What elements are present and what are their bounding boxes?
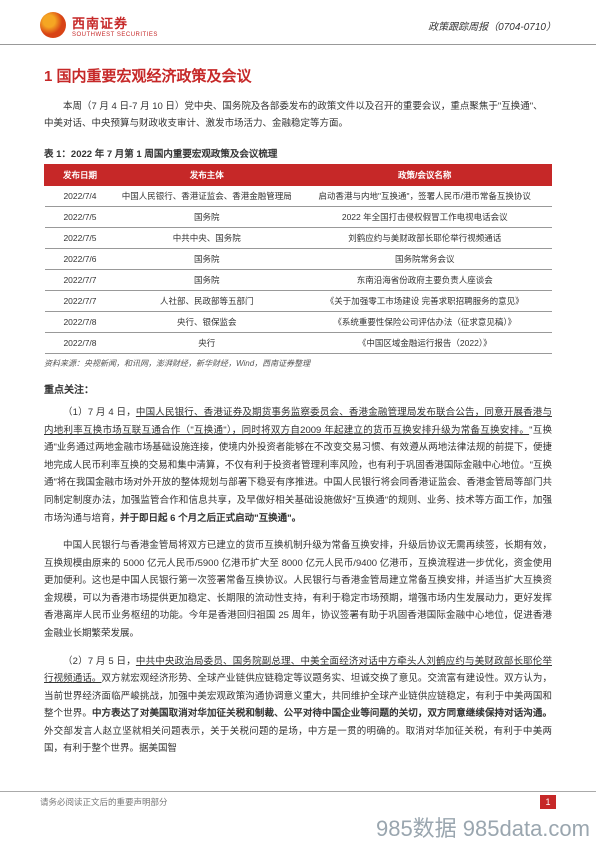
table-cell: 东南沿海省份政府主要负责人座谈会 <box>298 270 552 291</box>
table-cell: 2022/7/6 <box>45 249 116 270</box>
footer-note: 请务必阅读正文后的重要声明部分 <box>40 796 168 808</box>
logo-text: 西南证券 SOUTHWEST SECURITIES <box>72 13 158 38</box>
table-cell: 人社部、民政部等五部门 <box>115 291 298 312</box>
p1-lead: （1）7 月 4 日， <box>63 407 136 418</box>
policy-table: 发布日期 发布主体 政策/会议名称 2022/7/4中国人民银行、香港证监会、香… <box>44 164 552 354</box>
table-cell: 2022/7/7 <box>45 270 116 291</box>
logo-main: 西南证券 <box>72 13 158 32</box>
th-issuer: 发布主体 <box>115 165 298 186</box>
table-caption: 表 1：2022 年 7 月第 1 周国内重要宏观政策及会议梳理 <box>44 146 552 160</box>
logo-sub: SOUTHWEST SECURITIES <box>72 32 158 38</box>
page-header: 西南证券 SOUTHWEST SECURITIES 政策跟踪周报（0704-07… <box>0 0 596 45</box>
table-cell: 刘鹤应约与美财政部长耶伦举行视频通话 <box>298 228 552 249</box>
table-row: 2022/7/6国务院国务院常务会议 <box>45 249 552 270</box>
table-cell: 2022 年全国打击侵权假冒工作电视电话会议 <box>298 207 552 228</box>
p3-lead: （2）7 月 5 日， <box>63 656 136 667</box>
table-cell: 国务院 <box>115 207 298 228</box>
table-row: 2022/7/8央行、银保监会《系统重要性保险公司评估办法（征求意见稿）》 <box>45 312 552 333</box>
table-cell: 《系统重要性保险公司评估办法（征求意见稿）》 <box>298 312 552 333</box>
footer: 请务必阅读正文后的重要声明部分 1 985数据 985data.com <box>0 791 596 843</box>
p1-bold: 并于即日起 6 个月之后正式启动"互换通"。 <box>120 513 301 524</box>
footer-bar: 请务必阅读正文后的重要声明部分 1 <box>0 791 596 811</box>
table-cell: 中国人民银行、香港证监会、香港金融管理局 <box>115 186 298 207</box>
page-number: 1 <box>540 795 556 809</box>
table-cell: 央行、银保监会 <box>115 312 298 333</box>
th-date: 发布日期 <box>45 165 116 186</box>
table-cell: 国务院常务会议 <box>298 249 552 270</box>
th-name: 政策/会议名称 <box>298 165 552 186</box>
paragraph-1: （1）7 月 4 日，中国人民银行、香港证券及期货事务监察委员会、香港金融管理局… <box>44 404 552 527</box>
table-cell: 2022/7/8 <box>45 312 116 333</box>
table-cell: 央行 <box>115 333 298 354</box>
p3-bold: 中方表达了对美国取消对华加征关税和制裁、公平对待中国企业等问题的关切，双方同意继… <box>92 708 552 719</box>
table-cell: 2022/7/8 <box>45 333 116 354</box>
p3-tail: 外交部发言人赵立坚就相关问题表示，关于关税问题的是场，中方是一贯的明确的。取消对… <box>44 726 552 755</box>
table-source: 资料来源：央视新闻，和讯网，澎湃财经，新华财经，Wind，西南证券整理 <box>44 358 552 369</box>
table-row: 2022/7/8央行《中国区域金融运行报告（2022）》 <box>45 333 552 354</box>
table-row: 2022/7/5中共中央、国务院刘鹤应约与美财政部长耶伦举行视频通话 <box>45 228 552 249</box>
focus-title: 重点关注： <box>44 381 552 396</box>
header-right: 政策跟踪周报（0704-0710） <box>428 18 556 33</box>
table-cell: 《中国区域金融运行报告（2022）》 <box>298 333 552 354</box>
logo-icon <box>40 12 66 38</box>
table-cell: 2022/7/7 <box>45 291 116 312</box>
table-row: 2022/7/7国务院东南沿海省份政府主要负责人座谈会 <box>45 270 552 291</box>
table-cell: 国务院 <box>115 270 298 291</box>
watermark: 985数据 985data.com <box>376 811 590 843</box>
paragraph-2: 中国人民银行与香港金管局将双方已建立的货币互换机制升级为常备互换安排，升级后协议… <box>44 537 552 642</box>
table-row: 2022/7/4中国人民银行、香港证监会、香港金融管理局启动香港与内地"互换通"… <box>45 186 552 207</box>
paragraph-3: （2）7 月 5 日，中共中央政治局委员、国务院副总理、中美全面经济对话中方牵头… <box>44 653 552 758</box>
table-row: 2022/7/5国务院2022 年全国打击侵权假冒工作电视电话会议 <box>45 207 552 228</box>
section-title: 1 国内重要宏观经济政策及会议 <box>44 65 552 86</box>
table-cell: 启动香港与内地"互换通"，签署人民币/港币常备互换协议 <box>298 186 552 207</box>
table-cell: 国务院 <box>115 249 298 270</box>
intro-paragraph: 本周（7 月 4 日-7 月 10 日）党中央、国务院及各部委发布的政策文件以及… <box>44 98 552 132</box>
table-cell: 2022/7/5 <box>45 207 116 228</box>
table-cell: 2022/7/5 <box>45 228 116 249</box>
table-row: 2022/7/7人社部、民政部等五部门《关于加强零工市场建设 完善求职招聘服务的… <box>45 291 552 312</box>
p1-rest: "互换通"业务通过两地金融市场基础设施连接，使境内外投资者能够在不改变交易习惯、… <box>44 425 552 524</box>
table-cell: 《关于加强零工市场建设 完善求职招聘服务的意见》 <box>298 291 552 312</box>
logo-area: 西南证券 SOUTHWEST SECURITIES <box>40 12 158 38</box>
table-cell: 2022/7/4 <box>45 186 116 207</box>
content: 1 国内重要宏观经济政策及会议 本周（7 月 4 日-7 月 10 日）党中央、… <box>0 45 596 778</box>
table-cell: 中共中央、国务院 <box>115 228 298 249</box>
